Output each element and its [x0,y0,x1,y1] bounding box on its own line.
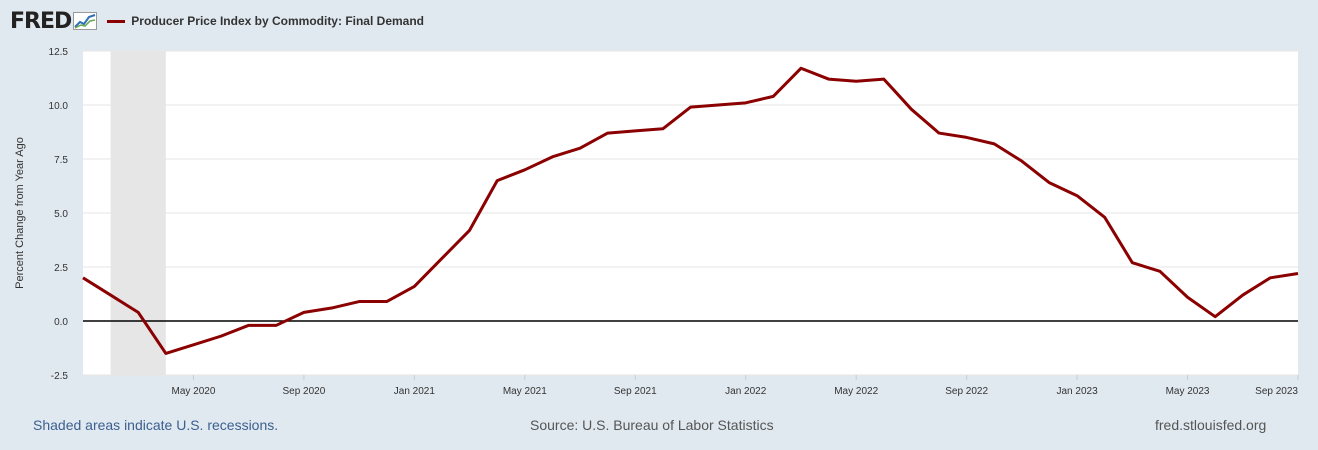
x-tick-label: Jan 2023 [1057,386,1099,397]
y-tick-label: 2.5 [54,263,68,274]
x-tick-label: Sep 2020 [282,386,325,397]
recession-note-link[interactable]: Shaded areas indicate U.S. recessions. [33,417,279,433]
y-tick-label: 0.0 [54,317,68,328]
legend-label: Producer Price Index by Commodity: Final… [131,14,424,28]
x-tick-label: Jan 2022 [725,386,767,397]
y-tick-label: -2.5 [51,371,69,382]
x-tick-label: Sep 2023 [1255,386,1298,397]
source-note: Source: U.S. Bureau of Labor Statistics [530,417,774,433]
x-tick-label: May 2020 [171,386,215,397]
line-chart: 12.5 10.0 7.5 5.0 2.5 0.0 -2.5 May 2020 Sep 2020… [14,47,1299,397]
x-tick-label: May 2023 [1166,386,1210,397]
chart-area: 12.5 10.0 7.5 5.0 2.5 0.0 -2.5 May 2020 Sep 2020… [14,47,1299,397]
y-tick-label: 10.0 [49,101,69,112]
chart-legend: Producer Price Index by Commodity: Final… [107,14,424,28]
y-tick-label: 7.5 [54,155,68,166]
x-tick-label: May 2022 [834,386,878,397]
y-axis-label: Percent Change from Year Ago [14,137,26,289]
x-tick-label: Sep 2022 [945,386,988,397]
fred-logo[interactable]: FRED [10,8,98,34]
chart-header: FRED Producer Price Index by Commodity: … [10,6,424,36]
x-tick-label: Jan 2021 [394,386,436,397]
site-link[interactable]: fred.stlouisfed.org [1155,417,1267,433]
x-tick-label: May 2021 [503,386,547,397]
x-tick-label: Sep 2021 [614,386,657,397]
y-tick-label: 5.0 [54,209,68,220]
trend-chart-icon [73,12,98,30]
fred-logo-text: FRED [10,8,72,34]
y-tick-label: 12.5 [49,47,69,58]
legend-swatch [107,19,126,23]
